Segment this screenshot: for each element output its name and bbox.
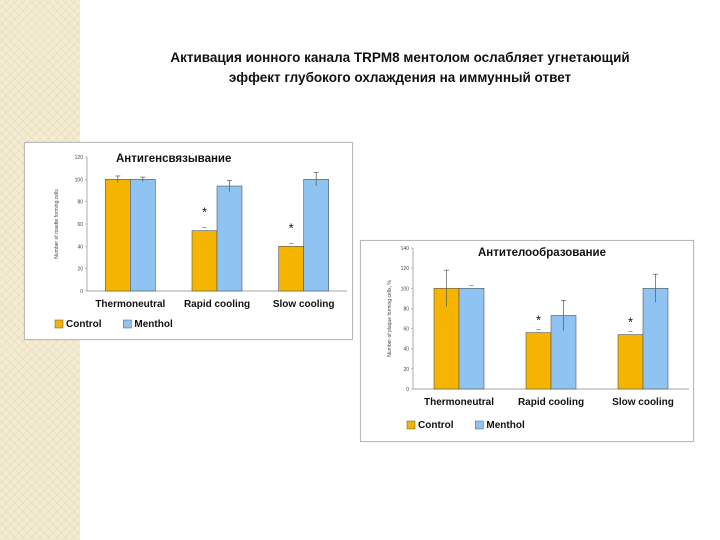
- bar-chart-antigen-binding: Number of rosette forming cells 0 20 40 60 80…: [54, 155, 347, 330]
- bar-control: [278, 246, 304, 292]
- y-tick-label: 120: [75, 155, 84, 161]
- legend-label-menthol: Menthol: [134, 319, 173, 330]
- legend-swatch-menthol: [475, 420, 484, 430]
- y-tick-label: 100: [75, 177, 84, 183]
- slide-title-line-2: эффект глубокого охлаждения на иммунный …: [228, 70, 572, 85]
- x-category-label: Rapid cooling: [184, 299, 250, 310]
- x-category-label: Thermoneutral: [95, 299, 165, 310]
- bar-control: [617, 334, 644, 390]
- bar-control: [191, 230, 218, 292]
- significance-star: *: [536, 313, 541, 328]
- bar-menthol: [642, 287, 669, 390]
- y-axis-label: Number of rosette forming cells: [54, 189, 60, 259]
- y-tick-label: 0: [406, 387, 409, 393]
- legend-label-control: Control: [418, 420, 454, 431]
- significance-star: *: [628, 315, 633, 330]
- y-tick-label: 20: [403, 367, 409, 373]
- y-tick-label: 140: [401, 246, 410, 252]
- legend-swatch-menthol: [123, 319, 132, 329]
- y-tick-label: 120: [401, 266, 410, 272]
- y-tick-label: 40: [77, 244, 83, 250]
- bar-control: [105, 179, 131, 292]
- y-tick-label: 100: [401, 286, 410, 292]
- bar-menthol: [458, 287, 485, 390]
- x-category-label: Slow cooling: [273, 299, 335, 310]
- x-category-label: Rapid cooling: [518, 397, 584, 408]
- legend-label-control: Control: [66, 319, 102, 330]
- significance-star: *: [202, 205, 207, 220]
- y-tick-label: 60: [77, 222, 83, 228]
- y-tick-label: 80: [77, 200, 83, 206]
- y-tick-label: 60: [403, 327, 409, 333]
- chart-title: Антителообразование: [475, 246, 610, 260]
- chart-panel-antigen-binding: Антигенсвязывание Number of rosette form…: [24, 142, 353, 340]
- legend-swatch-control: [54, 319, 64, 329]
- significance-star: *: [289, 220, 294, 235]
- chart-title: Антигенсвязывание: [113, 152, 235, 166]
- legend-swatch-control: [406, 420, 416, 430]
- bar-chart-antibody-formation: Number of plaque forming cells, % 0 20 40 60…: [387, 246, 689, 431]
- legend-label-menthol: Menthol: [486, 420, 525, 431]
- y-tick-label: 40: [403, 347, 409, 353]
- y-tick-label: 0: [80, 289, 83, 295]
- y-axis-label: Number of plaque forming cells, %: [387, 280, 393, 357]
- bar-menthol: [216, 185, 243, 292]
- bar-menthol: [303, 179, 329, 292]
- y-tick-label: 80: [403, 306, 409, 312]
- bar-menthol: [130, 179, 156, 292]
- y-tick-label: 20: [77, 267, 83, 273]
- x-category-label: Slow cooling: [612, 397, 674, 408]
- chart-panel-antibody-formation: Антителообразование Number of plaque for…: [360, 240, 694, 442]
- x-category-label: Thermoneutral: [424, 397, 494, 408]
- slide-title: Активация ионного канала TRPM8 ментолом …: [100, 48, 700, 88]
- bar-control: [525, 332, 552, 390]
- slide-title-line-1: Активация ионного канала TRPM8 ментолом …: [170, 50, 630, 65]
